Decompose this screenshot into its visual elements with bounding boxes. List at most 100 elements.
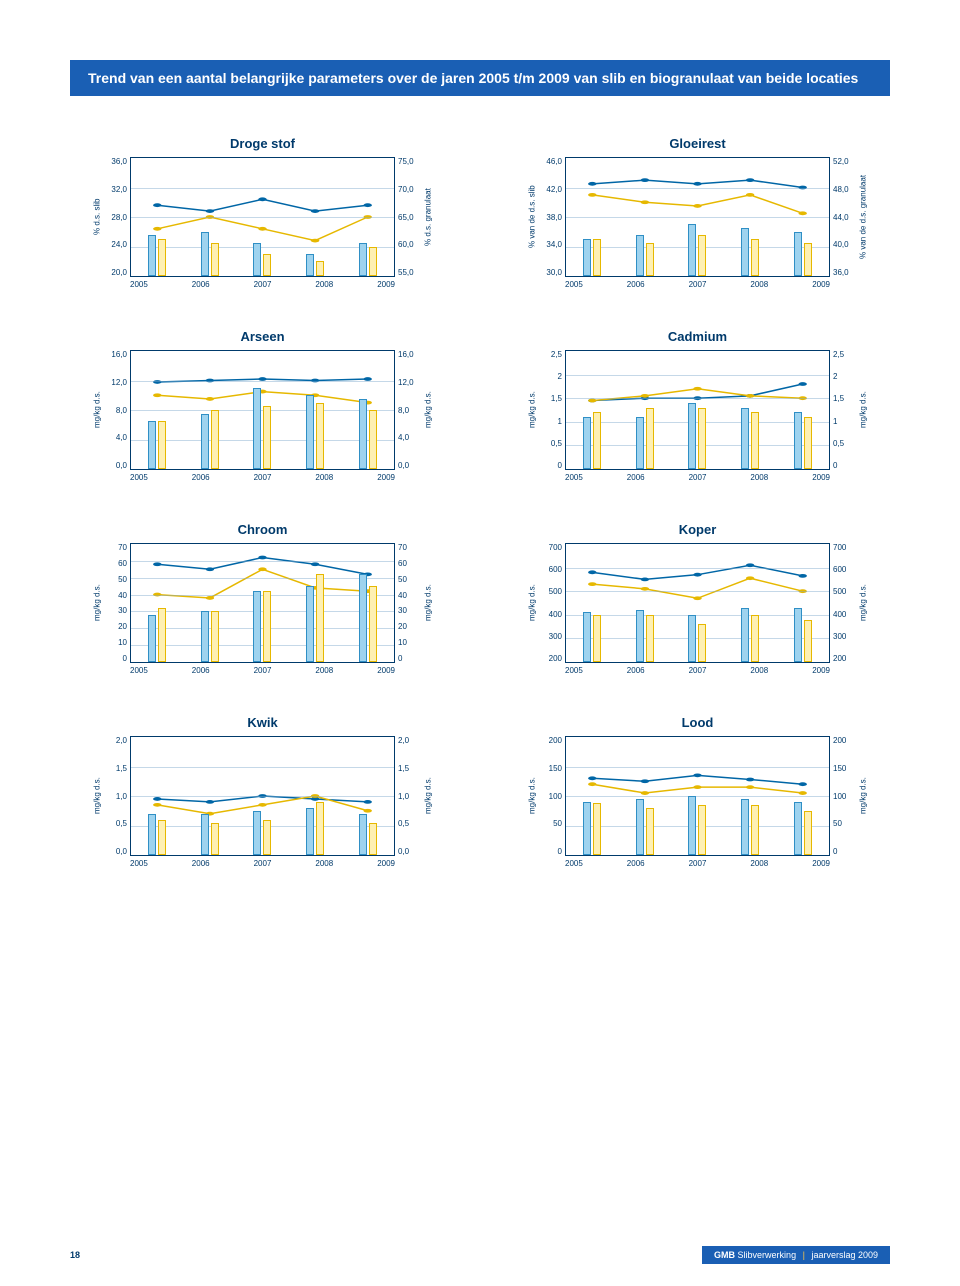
bar-blue <box>359 574 367 662</box>
year-group <box>571 351 613 469</box>
bar-yellow <box>263 820 271 855</box>
y-axis-left: 706050403020100 <box>104 543 130 663</box>
bar-blue <box>253 591 261 662</box>
bar-yellow <box>158 421 166 469</box>
y-axis-left: 46,042,038,034,030,0 <box>539 157 565 277</box>
y-axis-label-left: mg/kg d.s. <box>90 543 104 663</box>
x-tick: 2005 <box>130 473 148 482</box>
y-tick: 100 <box>833 792 856 801</box>
x-tick: 2006 <box>627 859 645 868</box>
chart-body: % d.s. slib36,032,028,024,020,075,070,06… <box>90 157 435 277</box>
y-axis-right: 2,521,510,50 <box>830 350 856 470</box>
bar-blue <box>794 412 802 469</box>
bar-yellow <box>751 615 759 662</box>
y-tick: 12,0 <box>398 378 421 387</box>
x-tick: 2007 <box>689 666 707 675</box>
y-axis-right: 16,012,08,04,00,0 <box>395 350 421 470</box>
y-axis-label-right: mg/kg d.s. <box>421 736 435 856</box>
y-tick: 0,0 <box>398 461 421 470</box>
plot-area <box>565 736 830 856</box>
plot-area <box>130 543 395 663</box>
bar-blue <box>583 417 591 469</box>
y-tick: 700 <box>833 543 856 552</box>
y-tick: 36,0 <box>833 268 856 277</box>
bar-yellow <box>646 243 654 276</box>
chart-title: Arseen <box>90 329 435 344</box>
y-tick: 36,0 <box>104 157 127 166</box>
x-tick: 2009 <box>377 473 395 482</box>
bar-blue <box>306 808 314 855</box>
x-tick: 2007 <box>254 280 272 289</box>
bar-blue <box>359 814 367 855</box>
y-tick: 0 <box>104 654 127 663</box>
chart-cadmium: Cadmiummg/kg d.s.2,521,510,502,521,510,5… <box>525 329 870 482</box>
chart-gloeirest: Gloeirest% van de d.s. slib46,042,038,03… <box>525 136 870 289</box>
x-tick: 2005 <box>565 666 583 675</box>
y-tick: 2,0 <box>104 736 127 745</box>
y-tick: 10 <box>104 638 127 647</box>
page-title: Trend van een aantal belangrijke paramet… <box>88 70 858 86</box>
bar-yellow <box>698 624 706 662</box>
y-tick: 200 <box>833 736 856 745</box>
year-group <box>729 544 771 662</box>
y-tick: 1,5 <box>104 764 127 773</box>
year-group <box>676 737 718 855</box>
year-group <box>571 737 613 855</box>
x-tick: 2005 <box>565 280 583 289</box>
x-tick: 2008 <box>315 473 333 482</box>
bars-layer <box>131 544 394 662</box>
page: Trend van een aantal belangrijke paramet… <box>0 0 960 1286</box>
bar-blue <box>253 811 261 855</box>
y-tick: 0 <box>539 461 562 470</box>
plot-area <box>565 350 830 470</box>
bar-blue <box>583 802 591 855</box>
x-tick: 2006 <box>627 473 645 482</box>
plot-area <box>130 736 395 856</box>
x-tick: 2009 <box>377 666 395 675</box>
y-tick: 60 <box>398 559 421 568</box>
bar-yellow <box>646 808 654 855</box>
y-tick: 700 <box>539 543 562 552</box>
x-tick: 2008 <box>750 280 768 289</box>
y-tick: 200 <box>539 736 562 745</box>
y-tick: 200 <box>539 654 562 663</box>
y-tick: 600 <box>833 565 856 574</box>
y-axis-right: 200150100500 <box>830 736 856 856</box>
x-axis: 20052006200720082009 <box>90 859 435 868</box>
y-axis-left: 16,012,08,04,00,0 <box>104 350 130 470</box>
chart-lood: Loodmg/kg d.s.200150100500200150100500mg… <box>525 715 870 868</box>
y-tick: 30,0 <box>539 268 562 277</box>
bars-layer <box>131 737 394 855</box>
bar-yellow <box>263 591 271 662</box>
y-tick: 60,0 <box>398 240 421 249</box>
y-tick: 52,0 <box>833 157 856 166</box>
year-group <box>294 158 336 276</box>
x-tick: 2005 <box>130 859 148 868</box>
year-group <box>294 544 336 662</box>
year-group <box>729 158 771 276</box>
y-axis-label-right: mg/kg d.s. <box>421 350 435 470</box>
bars-layer <box>566 544 829 662</box>
x-tick: 2008 <box>750 859 768 868</box>
chart-body: mg/kg d.s.700600500400300200700600500400… <box>525 543 870 663</box>
bar-yellow <box>593 803 601 855</box>
x-axis: 20052006200720082009 <box>525 666 870 675</box>
bar-yellow <box>158 239 166 276</box>
year-group <box>782 351 824 469</box>
y-tick: 50 <box>539 819 562 828</box>
y-tick: 24,0 <box>104 240 127 249</box>
year-group <box>729 737 771 855</box>
footer-brand-box: GMB Slibverwerking | jaarverslag 2009 <box>702 1246 890 1264</box>
bar-blue <box>201 814 209 855</box>
y-tick: 300 <box>539 632 562 641</box>
y-tick: 150 <box>833 764 856 773</box>
y-tick: 2,0 <box>398 736 421 745</box>
bar-blue <box>636 799 644 855</box>
bar-blue <box>636 417 644 469</box>
y-axis-right: 75,070,065,060,055,0 <box>395 157 421 277</box>
y-axis-right: 706050403020100 <box>395 543 421 663</box>
y-tick: 12,0 <box>104 378 127 387</box>
year-group <box>241 158 283 276</box>
footer-separator-icon: | <box>803 1250 805 1260</box>
bar-yellow <box>369 586 377 662</box>
